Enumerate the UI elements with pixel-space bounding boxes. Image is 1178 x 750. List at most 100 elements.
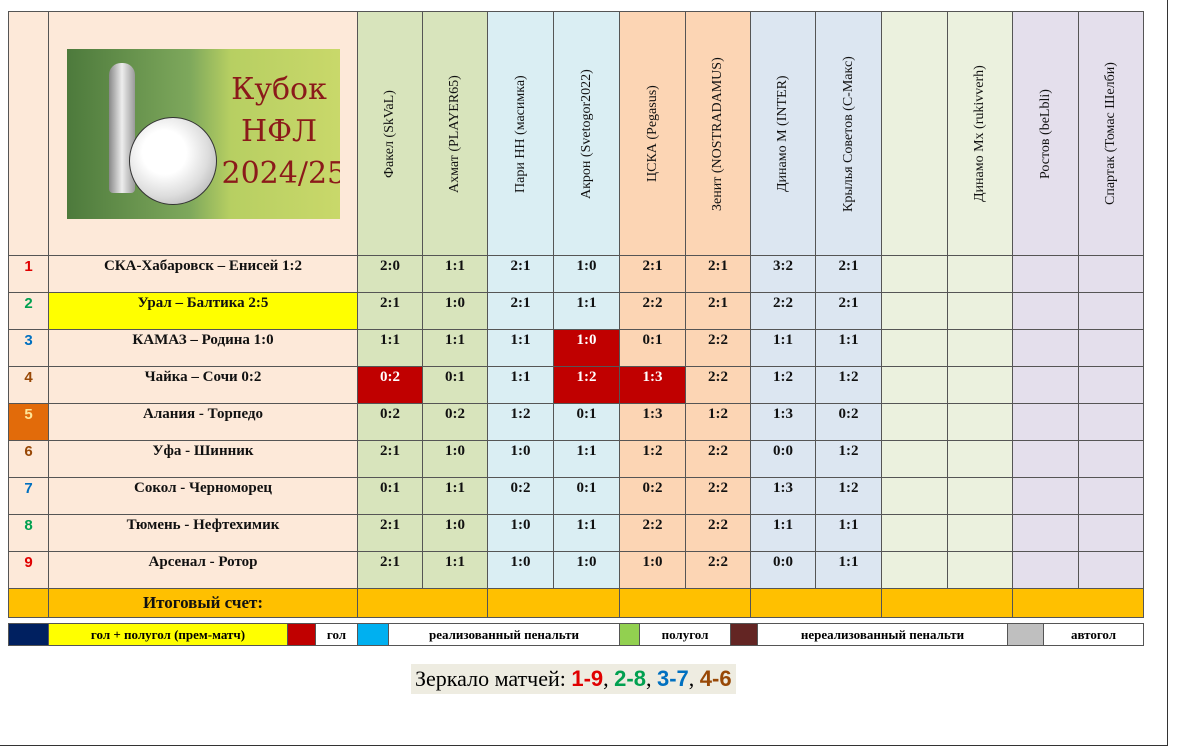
border-right (1167, 0, 1168, 746)
score-cell: 1:1 (422, 551, 488, 589)
score-cell: 1:2 (815, 366, 882, 404)
empty-cell (1078, 329, 1144, 367)
score-cell: 1:3 (619, 403, 686, 441)
row-number: 9 (8, 551, 49, 589)
team-header: Ростов (beLbli) (1012, 11, 1079, 256)
match-row: 1 СКА-Хабаровск – Енисей 1:2 2:0 1:1 2:1 1:0 2… (8, 255, 1144, 293)
empty-cell (881, 551, 948, 589)
team-header: Динамо М (INTER) (750, 11, 816, 256)
score-cell: 1:1 (750, 514, 816, 552)
empty-cell (947, 366, 1013, 404)
row-number: 3 (8, 329, 49, 367)
match-name: Тюмень - Нефтехимик (48, 514, 358, 552)
match-name: Чайка – Сочи 0:2 (48, 366, 358, 404)
mirror-pair: 4-6 (699, 666, 732, 691)
score-cell: 2:2 (619, 514, 686, 552)
score-cell: 2:2 (685, 366, 751, 404)
score-cell: 0:1 (619, 329, 686, 367)
empty-cell (1012, 255, 1079, 293)
score-cell: 0:1 (553, 403, 620, 441)
score-cell: 1:0 (422, 440, 488, 478)
total-number-cell (8, 588, 49, 618)
mirror-separator: , (645, 666, 652, 691)
row-number: 7 (8, 477, 49, 515)
score-cell: 1:1 (815, 551, 882, 589)
team-name: Динамо М (INTER) (775, 75, 790, 192)
match-row: 3 КАМАЗ – Родина 1:0 1:1 1:1 1:1 1:0 0:1 2:2 1:1… (8, 329, 1144, 367)
row-number: 2 (8, 292, 49, 330)
total-cell (881, 588, 1013, 618)
score-cell: 2:1 (815, 292, 882, 330)
legend-label: нереализованный пенальти (757, 623, 1008, 646)
score-cell: 1:2 (619, 440, 686, 478)
score-cell: 1:3 (619, 366, 686, 404)
score-cell: 1:1 (815, 514, 882, 552)
score-cell: 2:1 (685, 292, 751, 330)
row-number: 5 (8, 403, 49, 441)
score-cell: 2:2 (685, 329, 751, 367)
mirror-label: Зеркало матчей: (415, 666, 566, 691)
team-header: Ахмат (PLAYER65) (422, 11, 488, 256)
legend-swatch (357, 623, 389, 646)
empty-cell (1078, 366, 1144, 404)
score-cell: 1:1 (750, 329, 816, 367)
legend-swatch (619, 623, 640, 646)
empty-cell (1078, 551, 1144, 589)
legend-label: гол (315, 623, 358, 646)
match-name: Уфа - Шинник (48, 440, 358, 478)
score-cell: 2:2 (619, 292, 686, 330)
empty-cell (881, 403, 948, 441)
total-label: Итоговый счет: (48, 588, 358, 618)
empty-cell (881, 514, 948, 552)
legend-label: реализованный пенальти (388, 623, 620, 646)
score-cell: 1:0 (422, 292, 488, 330)
match-name: Сокол - Черноморец (48, 477, 358, 515)
logo-cell: Кубок НФЛ 2024/25 (48, 11, 358, 256)
match-row: 7 Сокол - Черноморец 0:1 1:1 0:2 0:1 0:2 2:2 1:3… (8, 477, 1144, 515)
score-cell: 1:1 (553, 440, 620, 478)
score-cell: 2:1 (815, 255, 882, 293)
legend-label: автогол (1043, 623, 1144, 646)
team-name: Крылья Советов (С-Макс) (840, 55, 856, 212)
team-name: Спартак (Томас Шелби) (1103, 62, 1118, 205)
score-cell: 1:0 (553, 329, 620, 367)
score-cell: 1:1 (553, 514, 620, 552)
mirror-pair: 2-8 (614, 666, 646, 691)
total-cell (487, 588, 620, 618)
score-cell: 2:2 (750, 292, 816, 330)
empty-cell (881, 255, 948, 293)
score-cell: 2:2 (685, 514, 751, 552)
corner-cell (8, 11, 49, 256)
logo-line: 2024/25 (221, 155, 340, 191)
match-row: 9 Арсенал - Ротор 2:1 1:1 1:0 1:0 1:0 2:2 0:0 1:1 (8, 551, 1144, 589)
team-header: Крылья Советов (С-Макс) (815, 11, 882, 256)
empty-cell (947, 329, 1013, 367)
legend-row: гол + полугол (прем-матч) гол реализованны… (8, 623, 1144, 646)
score-cell: 1:1 (487, 366, 554, 404)
empty-cell (881, 440, 948, 478)
total-cell (357, 588, 488, 618)
total-cell (619, 588, 751, 618)
mirror-pair: 1-9 (571, 666, 604, 691)
row-number: 8 (8, 514, 49, 552)
border-bottom (0, 745, 1168, 746)
empty-cell (947, 551, 1013, 589)
team-header: Акрон (Svetogor2022) (553, 11, 620, 256)
team-name: Зенит (NOSTRADAMUS) (710, 56, 725, 211)
score-cell: 2:1 (487, 255, 554, 293)
total-cell (1012, 588, 1144, 618)
match-name: Алания - Торпедо (48, 403, 358, 441)
logo-text: Кубок НФЛ 2024/25 (221, 69, 340, 195)
empty-cell (947, 477, 1013, 515)
empty-cell (1012, 477, 1079, 515)
score-cell: 0:2 (487, 477, 554, 515)
match-name: Арсенал - Ротор (48, 551, 358, 589)
score-cell: 1:2 (553, 366, 620, 404)
team-name: Ахмат (PLAYER65) (447, 74, 462, 193)
score-cell: 1:0 (553, 551, 620, 589)
score-cell: 1:3 (750, 477, 816, 515)
score-cell: 0:2 (619, 477, 686, 515)
score-cell: 0:0 (750, 551, 816, 589)
legend-label: полугол (639, 623, 731, 646)
score-cell: 1:0 (553, 255, 620, 293)
